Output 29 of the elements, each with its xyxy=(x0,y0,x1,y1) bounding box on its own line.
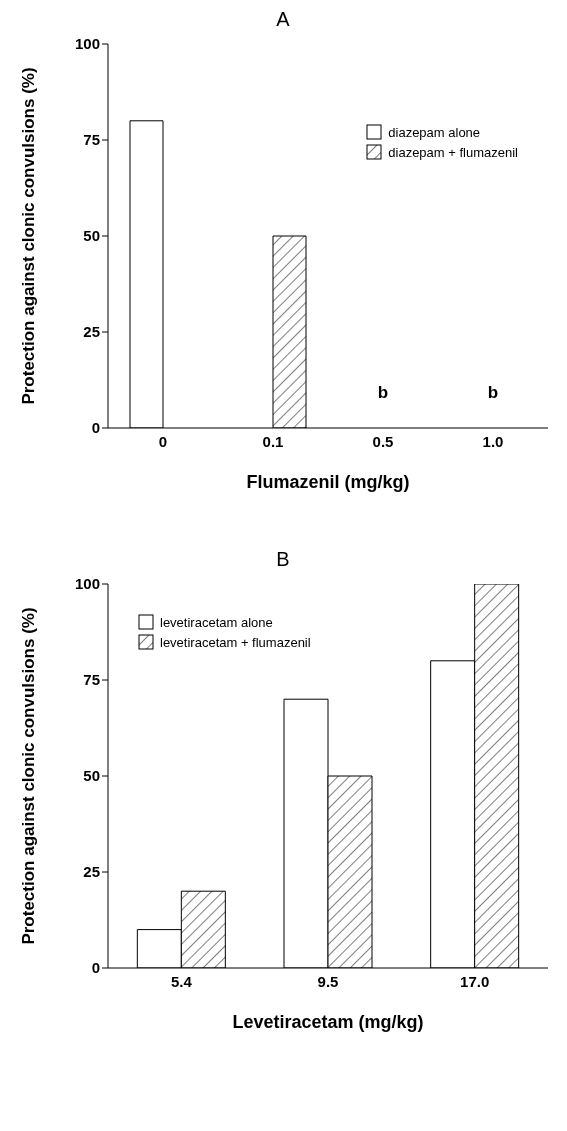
x-axis-title: Flumazenil (mg/kg) xyxy=(246,472,410,492)
y-tick-label: 0 xyxy=(91,959,100,977)
x-tick-label: 9.5 xyxy=(317,972,339,990)
annotation: b xyxy=(487,383,499,402)
x-tick-label: 1.0 xyxy=(482,432,504,450)
y-tick-label: 75 xyxy=(83,671,100,689)
y-tick-label: 50 xyxy=(83,767,100,785)
legend-label: diazepam + flumazenil xyxy=(388,144,518,160)
annotation: b xyxy=(377,383,389,402)
y-tick-label: 50 xyxy=(83,227,100,245)
x-tick-label: 0.1 xyxy=(262,432,284,450)
x-tick-label: 0 xyxy=(158,432,168,450)
chart-title: A xyxy=(275,8,291,32)
legend-label: diazepam alone xyxy=(388,124,481,140)
y-axis-title: Protection against clonic convulsions (%) xyxy=(19,67,39,405)
x-axis-title: Levetiracetam (mg/kg) xyxy=(232,1012,424,1032)
x-tick-label: 0.5 xyxy=(372,432,394,450)
y-tick-label: 75 xyxy=(83,131,100,149)
x-tick-label: 17.0 xyxy=(460,972,490,990)
chart-title: B xyxy=(275,548,291,572)
y-tick-label: 25 xyxy=(83,863,100,881)
y-tick-label: 100 xyxy=(74,575,100,593)
x-tick-label: 5.4 xyxy=(170,972,193,990)
y-tick-label: 25 xyxy=(83,323,100,341)
legend-label: levetiracetam alone xyxy=(160,614,273,630)
y-tick-label: 0 xyxy=(91,419,100,437)
legend-label: levetiracetam + flumazenil xyxy=(160,634,311,650)
y-axis-title: Protection against clonic convulsions (%) xyxy=(19,607,39,945)
y-tick-label: 100 xyxy=(74,35,100,53)
